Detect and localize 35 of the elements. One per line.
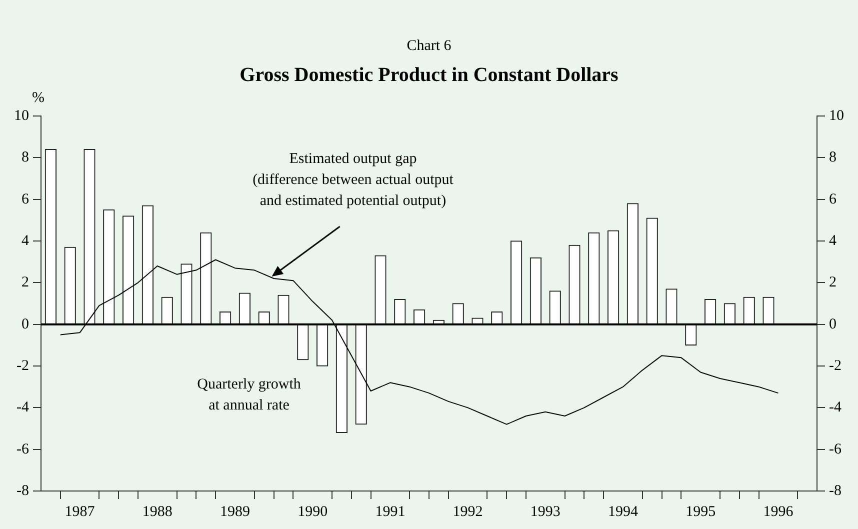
y2-tick-label: 8 [829,150,836,166]
y-axis-title: % [32,90,44,107]
y-tick-label: 10 [14,108,29,124]
annotation: Estimated output gap (difference between actual output and estimated potential output) [252,150,454,209]
y2-tick-label: -4 [829,400,842,416]
chart-title: Gross Domestic Product in Constant Dollars [238,64,620,87]
y2-tick-label: 4 [829,232,837,249]
chart-subtitle: Chart 6 [406,38,452,55]
x-tick-label: 1996 [763,504,794,520]
x-tick-label: 1994 [608,504,638,520]
annotation: Quarterly growth at annual rate [197,376,302,414]
y-tick-label: 8 [22,150,29,166]
x-tick-label: 1995 [686,504,716,520]
x-tick-label: 1992 [452,504,483,520]
y2-tick-label: 10 [829,108,844,124]
y-tick-label: 4 [22,232,30,249]
y2-tick-label: -6 [829,441,842,458]
y-tick-label: 6 [22,191,30,208]
x-tick-label: 1991 [375,504,406,520]
y2-tick-label: 0 [829,316,836,332]
y-tick-label: 2 [22,274,29,291]
y2-tick-label: 6 [829,191,837,208]
x-tick-label: 1993 [530,504,560,520]
y2-tick-label: -2 [829,358,842,374]
x-tick-label: 1987 [64,504,96,520]
x-tick-label: 1989 [220,504,250,520]
x-tick-label: 1990 [298,504,328,520]
y-tick-label: -2 [16,358,29,374]
y-tick-label: -8 [16,482,29,499]
y-tick-label: -6 [16,441,30,458]
y-tick-label: -4 [16,400,30,416]
y-tick-label: 0 [22,316,29,332]
y2-tick-label: -8 [829,482,842,499]
y2-tick-label: 2 [829,274,836,291]
x-tick-label: 1988 [142,504,172,520]
